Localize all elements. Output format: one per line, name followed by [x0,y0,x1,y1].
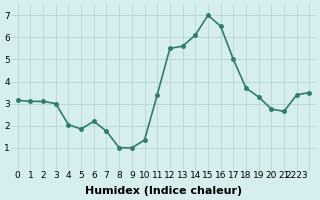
X-axis label: Humidex (Indice chaleur): Humidex (Indice chaleur) [85,186,242,196]
